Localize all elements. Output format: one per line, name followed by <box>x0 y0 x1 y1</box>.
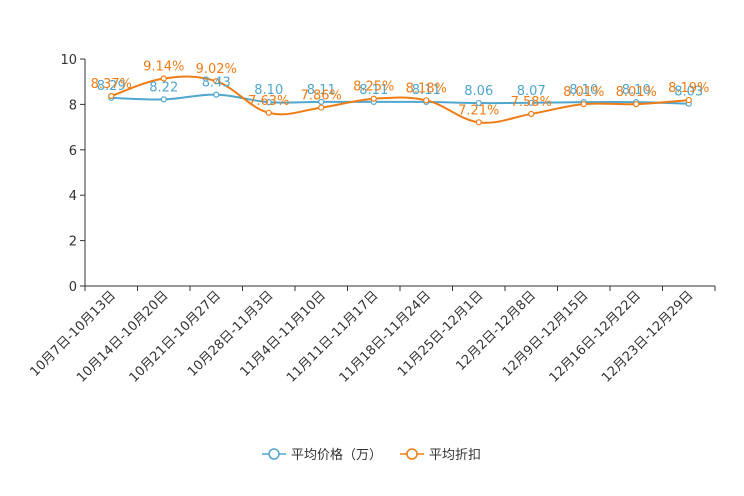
legend-swatch-marker <box>406 448 418 460</box>
x-tick-label: 10月21日-10月27日 <box>127 288 224 385</box>
data-label-1: 8.25% <box>353 80 394 95</box>
legend-swatch-marker <box>268 448 280 460</box>
legend-label: 平均折扣 <box>429 448 481 463</box>
data-label-1: 8.19% <box>668 81 709 96</box>
series-line-1 <box>110 75 689 124</box>
data-label-0: 8.22 <box>149 80 178 95</box>
data-label-0: 8.03 <box>674 85 703 100</box>
data-label-0: 8.29 <box>97 79 126 94</box>
data-point-1 <box>685 96 692 104</box>
data-label-0: 8.06 <box>464 84 493 99</box>
legend-item-1[interactable]: 平均折扣 <box>400 448 481 463</box>
legend-item-0[interactable]: 平均价格（万） <box>262 447 382 463</box>
x-tick-label: 12月23日-12月29日 <box>599 288 696 385</box>
series-lines <box>110 75 689 124</box>
data-point-1 <box>528 110 535 118</box>
data-label-0: 8.43 <box>202 76 231 91</box>
data-label-0: 8.10 <box>254 83 283 98</box>
data-point-1 <box>580 101 587 108</box>
chart-legend[interactable]: 平均价格（万） 平均折扣 <box>262 447 481 463</box>
x-tick-label: 10月14日-10月20日 <box>74 288 171 385</box>
data-label-0: 8.11 <box>307 83 336 98</box>
data-point-1 <box>423 97 430 104</box>
y-tick-label: 8 <box>69 98 77 113</box>
y-tick-label: 0 <box>69 280 77 295</box>
x-tick-label: 12月16日-12月22日 <box>547 288 644 385</box>
x-tick-label: 11月11日-11月17日 <box>284 288 381 385</box>
data-label-0: 8.11 <box>412 83 441 98</box>
data-label-0: 8.10 <box>569 83 598 98</box>
data-label-1: 7.58% <box>511 95 552 110</box>
data-point-1 <box>108 92 115 100</box>
data-point-1 <box>213 78 220 85</box>
data-point-0 <box>318 98 325 106</box>
legend-label: 平均价格（万） <box>291 447 382 463</box>
data-point-1 <box>370 95 377 102</box>
data-point-0 <box>160 96 167 103</box>
data-point-1 <box>318 104 325 111</box>
y-tick-label: 6 <box>69 144 77 159</box>
data-label-1: 8.01% <box>563 85 604 100</box>
data-label-1: 8.01% <box>616 85 657 100</box>
data-point-1 <box>633 101 640 108</box>
series-points <box>108 75 692 126</box>
x-tick-label: 10月7日-10月13日 <box>27 288 119 380</box>
series-line-0 <box>111 93 689 105</box>
y-tick-label: 2 <box>69 235 77 250</box>
data-label-1: 7.21% <box>458 103 499 118</box>
data-label-1: 7.63% <box>248 94 289 109</box>
data-label-1: 7.86% <box>301 89 342 104</box>
data-point-0 <box>265 99 272 106</box>
data-label-1: 8.18% <box>406 81 447 96</box>
data-point-0 <box>213 91 220 98</box>
data-point-1 <box>265 109 272 116</box>
data-label-0: 8.11 <box>359 83 388 98</box>
data-point-0 <box>528 99 535 106</box>
data-labels: 8.29 8.22 8.43 8.10 8.11 8.11 8.11 8.06 8.07 8.10… <box>91 60 710 119</box>
y-tick-label: 4 <box>69 189 77 204</box>
data-label-1: 9.02% <box>196 62 237 77</box>
data-label-1: 9.14% <box>143 60 184 75</box>
data-label-0: 8.07 <box>517 84 546 99</box>
data-point-0 <box>475 99 482 107</box>
x-tick-label: 11月18日-11月24日 <box>337 288 434 385</box>
data-label-0: 8.10 <box>622 83 651 98</box>
data-label-1: 8.37% <box>91 77 132 92</box>
data-point-1 <box>160 75 167 82</box>
y-tick-label: 10 <box>60 53 77 68</box>
data-point-1 <box>475 119 482 126</box>
